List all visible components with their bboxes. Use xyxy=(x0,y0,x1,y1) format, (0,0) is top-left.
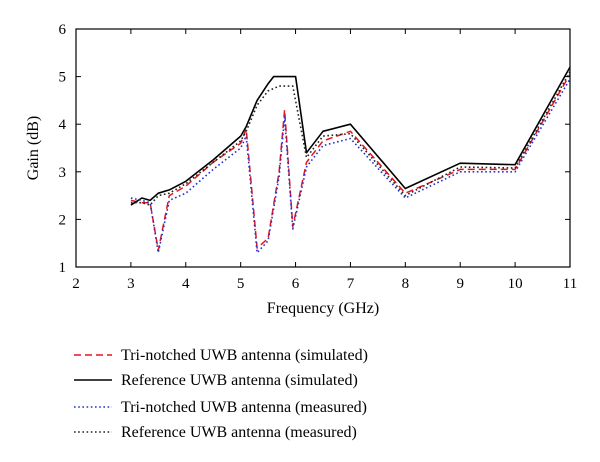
x-tick-label: 3 xyxy=(127,276,135,292)
legend: Tri-notched UWB antenna (simulated) Refer… xyxy=(74,347,368,441)
series-line-4 xyxy=(130,71,571,206)
y-axis-label: Gain (dB) xyxy=(25,116,42,180)
legend-label-3: Tri-notched UWB antenna (measured) xyxy=(121,399,367,416)
y-tick-label: 2 xyxy=(59,212,67,228)
y-tick-label: 4 xyxy=(59,117,67,133)
series-line-1 xyxy=(130,73,571,252)
y-tick-label: 5 xyxy=(59,70,67,86)
series-line-2 xyxy=(130,66,571,206)
y-tick-label: 3 xyxy=(59,165,67,181)
x-tick-label: 8 xyxy=(402,276,410,292)
y-tick-label: 1 xyxy=(59,260,67,276)
y-tick-label: 6 xyxy=(59,22,67,38)
x-tick-label: 2 xyxy=(72,276,80,292)
series-line-3 xyxy=(130,78,571,254)
legend-label-4: Reference UWB antenna (measured) xyxy=(121,424,357,441)
x-tick-label: 7 xyxy=(347,276,355,292)
series-lines xyxy=(130,66,571,254)
x-tick-label: 11 xyxy=(563,276,577,292)
plot-frame xyxy=(75,28,571,268)
legend-label-1: Tri-notched UWB antenna (simulated) xyxy=(121,347,368,364)
x-tick-label: 10 xyxy=(508,276,523,292)
x-tick-label: 9 xyxy=(456,276,464,292)
legend-label-2: Reference UWB antenna (simulated) xyxy=(121,372,358,389)
x-tick-label: 6 xyxy=(292,276,300,292)
x-tick-label: 5 xyxy=(237,276,245,292)
x-axis-label: Frequency (GHz) xyxy=(267,300,379,317)
x-tick-label: 4 xyxy=(182,276,190,292)
